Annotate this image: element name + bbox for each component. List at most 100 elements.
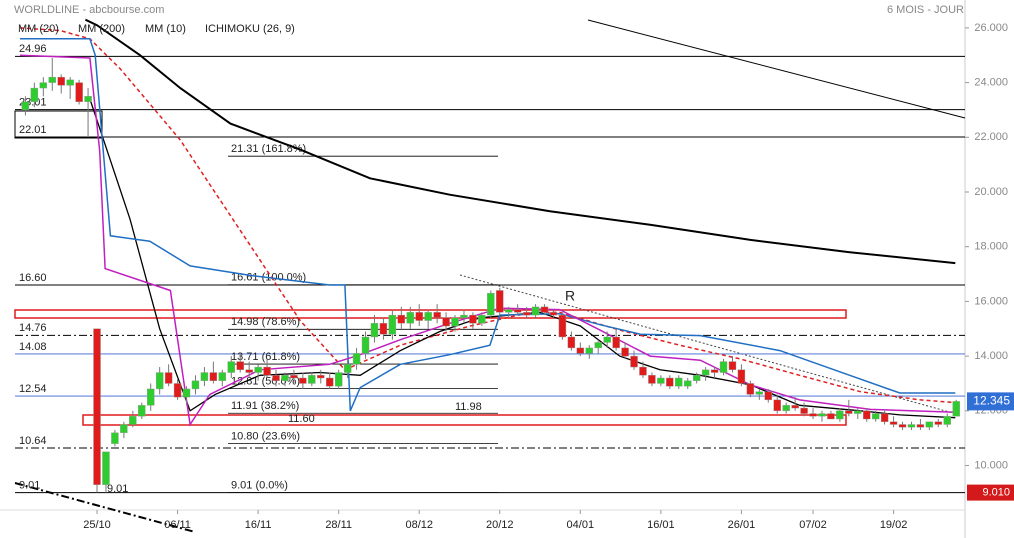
- candle-body: [746, 383, 755, 395]
- candle-body: [737, 369, 746, 384]
- candle-body: [630, 355, 638, 368]
- candle-body: [728, 361, 737, 370]
- candle-body: [818, 413, 826, 417]
- candle-body: [317, 375, 325, 379]
- y-tick-label: 22.000: [974, 131, 1008, 143]
- y-tick-label: 10.000: [974, 459, 1008, 471]
- trend-line: [459, 274, 961, 416]
- legend-entry: MM (10): [145, 23, 186, 35]
- candle-body: [505, 309, 513, 313]
- candle-body: [764, 391, 772, 401]
- candle-body: [39, 82, 48, 89]
- candle-body: [209, 372, 218, 381]
- candle-body: [397, 314, 406, 324]
- candle-body: [272, 375, 280, 381]
- candle-body: [773, 399, 781, 412]
- legend-entry: MM (20): [18, 23, 59, 35]
- candle-body: [827, 413, 835, 420]
- candle-body: [684, 380, 692, 387]
- candle-body: [120, 424, 128, 433]
- level-label: 22.01: [19, 124, 47, 136]
- annotation: 9.01: [107, 483, 128, 495]
- x-tick-label: 26/01: [728, 519, 756, 531]
- candle-body: [791, 405, 799, 409]
- candle-body: [907, 424, 916, 428]
- level-label: 24.96: [19, 43, 47, 55]
- candle-body: [836, 410, 844, 420]
- fib-label: 21.31 (161.8%): [231, 143, 306, 155]
- candle-body: [75, 82, 83, 102]
- candle-body: [576, 347, 585, 354]
- trend-line: [587, 19, 966, 119]
- candle-body: [236, 361, 244, 370]
- candle-body: [138, 405, 146, 417]
- price-box: [967, 392, 1014, 411]
- x-tick-label: 06/11: [164, 519, 191, 531]
- candle-body: [182, 388, 191, 398]
- candle-body: [155, 372, 164, 390]
- y-tick-label: 20.000: [974, 186, 1008, 198]
- candle-body: [102, 451, 110, 485]
- candle-body: [522, 312, 531, 316]
- y-tick-label: 26.000: [974, 22, 1008, 34]
- candle-body: [621, 347, 629, 357]
- legend-entry: MM (200): [78, 23, 125, 35]
- level-label: 16.60: [19, 272, 47, 284]
- candle-body: [406, 312, 414, 324]
- candle-body: [755, 391, 764, 395]
- candle-body: [290, 375, 298, 379]
- candle-body: [925, 421, 934, 428]
- level-label: 14.76: [19, 322, 47, 334]
- fib-label: 9.01 (0.0%): [231, 480, 288, 492]
- candle-body: [943, 416, 951, 425]
- candle-body: [281, 375, 289, 381]
- candle-body: [657, 377, 665, 384]
- candle-body: [173, 383, 182, 398]
- candle-body: [111, 432, 119, 444]
- candle-body: [84, 96, 92, 102]
- x-tick-label: 07/02: [799, 519, 827, 531]
- candle-body: [594, 342, 602, 349]
- candle-body: [782, 405, 790, 412]
- candle-body: [379, 323, 388, 335]
- candle-body: [898, 424, 907, 428]
- fib-label: 13.71 (61.8%): [231, 351, 300, 363]
- x-tick-label: 08/12: [405, 519, 433, 531]
- candle-body: [701, 369, 710, 376]
- candle-body: [871, 413, 880, 420]
- legend-entry: ICHIMOKU (26, 9): [205, 23, 295, 35]
- candle-body: [48, 76, 56, 83]
- candle-body: [442, 317, 450, 327]
- candle-body: [648, 375, 656, 384]
- candle-body: [496, 290, 504, 313]
- candle-body: [415, 312, 423, 321]
- candle-body: [21, 101, 30, 111]
- candle-body: [326, 377, 334, 387]
- candle-body: [254, 366, 262, 373]
- fib-label: 10.80 (23.6%): [231, 431, 300, 443]
- y-tick-label: 18.000: [974, 241, 1008, 253]
- y-tick-label: 14.000: [974, 350, 1008, 362]
- annotation: R: [565, 288, 575, 304]
- x-tick-label: 16/11: [245, 519, 272, 531]
- annotation: 11.60: [288, 413, 315, 425]
- candle-body: [191, 380, 200, 390]
- candle-body: [845, 410, 853, 414]
- x-tick-label: 25/10: [83, 519, 111, 531]
- candle-body: [916, 424, 925, 428]
- level-label: 12.54: [19, 383, 47, 395]
- candle-body: [710, 369, 719, 373]
- candle-body: [567, 336, 576, 349]
- candle-body: [666, 377, 674, 387]
- level-label: 9.01: [19, 480, 40, 492]
- chart-subtitle: 6 MOIS - JOUR: [887, 4, 964, 16]
- y-tick-label: 24.000: [974, 77, 1008, 89]
- candle-body: [612, 336, 620, 349]
- x-tick-label: 19/02: [880, 519, 908, 531]
- level-label: 14.08: [19, 341, 47, 353]
- candle-body: [469, 314, 477, 324]
- candle-body: [863, 410, 871, 420]
- candle-body: [147, 388, 155, 406]
